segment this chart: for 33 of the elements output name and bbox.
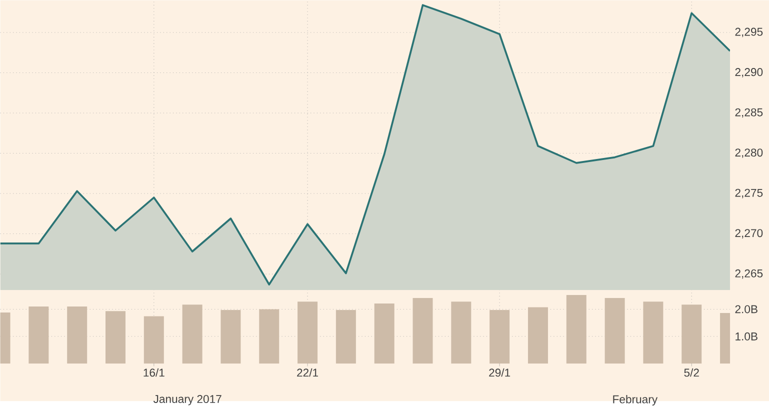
bar: [336, 310, 356, 364]
x-tick-label: 5/2: [684, 368, 699, 377]
bar: [182, 304, 202, 364]
x-tick-label: 16/1: [144, 368, 164, 377]
bar: [106, 311, 126, 364]
x-tick-label: 29/1: [489, 368, 510, 377]
y-tick-label: 2,275: [735, 188, 763, 198]
y-tick-label: 2,285: [735, 108, 763, 118]
bar: [643, 302, 664, 364]
bar: [451, 302, 472, 364]
bar: [28, 306, 49, 364]
bar: [490, 310, 510, 364]
bar: [566, 295, 586, 364]
text: February: [613, 394, 658, 406]
y-tick-label: 1.0B: [736, 332, 758, 340]
bar: [374, 303, 394, 364]
bar: [682, 304, 702, 364]
bar: [298, 302, 318, 364]
y-tick-label: 2,280: [735, 148, 763, 158]
bar: [220, 310, 241, 364]
bar: [259, 309, 280, 364]
y-tick-label: 2.0B: [735, 305, 758, 314]
x-tick-label: 22/1: [297, 368, 318, 377]
y-tick-label: 2,270: [735, 229, 763, 238]
text: January 2017: [153, 395, 222, 406]
y-tick-label: 2,295: [735, 28, 763, 38]
bar: [67, 306, 88, 364]
bar: [412, 298, 433, 364]
y-tick-label: 2,290: [735, 68, 763, 78]
bar: [144, 316, 164, 364]
y-tick-label: 2,265: [735, 269, 763, 279]
bar: [528, 307, 548, 364]
bar: [604, 298, 625, 364]
